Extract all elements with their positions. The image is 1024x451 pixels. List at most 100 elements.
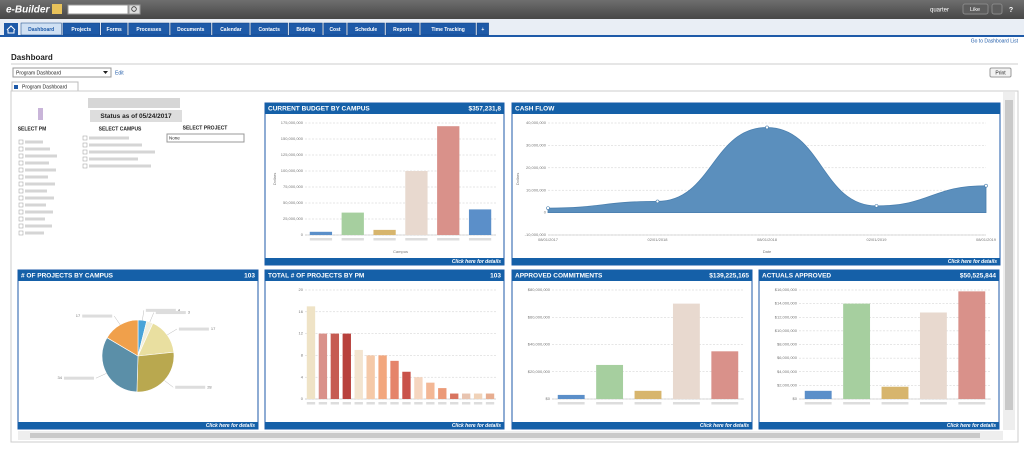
checkbox[interactable] — [82, 142, 88, 148]
nav-tab-label: Forms — [107, 27, 123, 33]
edit-link[interactable]: Edit — [115, 70, 124, 76]
y-tick-label: $14,000,000 — [775, 301, 798, 306]
search-box[interactable] — [67, 4, 129, 15]
nav-tab-label: Dashboard — [28, 27, 54, 33]
checkbox[interactable] — [18, 209, 24, 215]
like-button[interactable] — [962, 3, 989, 15]
h-scroll-thumb[interactable] — [30, 433, 980, 438]
details-link[interactable]: Click here for details — [948, 259, 997, 265]
filter-lists — [18, 135, 155, 236]
details-link[interactable]: Click here for details — [947, 423, 996, 429]
y-axis-label: Dollars — [515, 173, 520, 185]
nav-tab[interactable] — [250, 22, 288, 36]
details-link[interactable]: Click here for details — [206, 423, 255, 429]
checkbox[interactable] — [82, 149, 88, 155]
pie-slice — [101, 337, 139, 393]
nav-tab-label: Projects — [71, 27, 91, 33]
status-box — [90, 110, 182, 122]
nav-tab[interactable] — [20, 22, 62, 36]
nav-tab[interactable] — [420, 22, 476, 36]
blurred-category-label — [557, 402, 585, 405]
panel-group: ACTUALS APPROVED $50,525,844 Click here fo… — [758, 269, 1000, 430]
nav-tab[interactable] — [288, 22, 323, 36]
blurred-slice-name — [178, 327, 209, 331]
checkbox[interactable] — [18, 223, 24, 229]
details-link[interactable]: Click here for details — [452, 423, 501, 429]
checkbox[interactable] — [18, 202, 24, 208]
checkbox[interactable] — [82, 135, 88, 141]
checkbox[interactable] — [18, 188, 24, 194]
pie-slice — [106, 319, 139, 357]
nav-tab[interactable] — [100, 22, 128, 36]
y-tick-label: 16 — [299, 309, 304, 314]
tab-underline — [0, 35, 1024, 37]
blurred-text — [89, 143, 142, 147]
bar — [390, 360, 399, 399]
y-tick-label: 75,000,000 — [283, 184, 304, 189]
checkbox[interactable] — [18, 181, 24, 187]
y-tick-label: $6,000,000 — [777, 355, 798, 360]
bar — [672, 303, 700, 399]
checkbox[interactable] — [18, 167, 24, 173]
bar — [378, 355, 387, 399]
slice-label: 4 — [178, 307, 181, 312]
checkbox[interactable] — [82, 156, 88, 162]
checkbox[interactable] — [18, 230, 24, 236]
checkbox[interactable] — [18, 160, 24, 166]
panel-header — [512, 270, 752, 281]
y-tick-label: 150,000,000 — [281, 136, 304, 141]
checkbox[interactable] — [18, 216, 24, 222]
nav-tab[interactable] — [385, 22, 420, 36]
details-link[interactable]: Click here for details — [452, 259, 501, 265]
checkbox[interactable] — [18, 153, 24, 159]
nav-tab[interactable] — [62, 22, 100, 36]
print-button[interactable] — [989, 67, 1012, 78]
tabs: Dashboard Projects Forms Processes Documents… — [20, 22, 489, 36]
checkbox[interactable] — [18, 146, 24, 152]
panel-title: TOTAL # OF PROJECTS BY PM — [268, 273, 364, 280]
nav-tab[interactable] — [170, 22, 212, 36]
project-select[interactable] — [166, 133, 245, 143]
nav-tab[interactable] — [212, 22, 250, 36]
x-tick-label: 08/01/2018 — [757, 237, 778, 242]
user-menu[interactable]: quarter — [930, 8, 949, 14]
y-tick-label: $10,000,000 — [775, 328, 798, 333]
search-button[interactable] — [128, 4, 141, 15]
print-label: Print — [995, 70, 1006, 76]
y-tick-label: 0 — [301, 396, 304, 401]
nav-tab[interactable] — [347, 22, 385, 36]
checkbox[interactable] — [18, 139, 24, 145]
nav-tab-label: Cost — [329, 27, 340, 33]
y-tick-label: 0 — [301, 232, 304, 237]
dashboard-select[interactable] — [12, 67, 112, 78]
y-tick-label: 4 — [301, 374, 304, 379]
nav-tab-label: Schedule — [355, 27, 377, 33]
v-scroll-thumb[interactable] — [1005, 100, 1013, 410]
blurred-text — [25, 203, 46, 207]
panel — [264, 269, 505, 430]
panel — [511, 269, 753, 430]
blurred-category-label — [306, 402, 316, 405]
checkbox[interactable] — [18, 195, 24, 201]
help-button[interactable]: ? — [1009, 7, 1013, 14]
nav-tab[interactable] — [128, 22, 170, 36]
blurred-text — [89, 136, 129, 140]
checkbox[interactable] — [82, 163, 88, 169]
share-button[interactable] — [991, 3, 1003, 15]
blurred-category-label — [402, 402, 411, 405]
logo[interactable]: e-Builder — [6, 5, 50, 16]
nav-tab[interactable] — [476, 22, 489, 36]
bar — [341, 212, 364, 235]
nav-tab-label: Documents — [177, 27, 204, 33]
bar — [414, 377, 423, 399]
panel-header — [512, 103, 1000, 114]
details-link[interactable]: Click here for details — [700, 423, 749, 429]
panel-group: # OF PROJECTS BY CAMPUS 103 Click here for… — [17, 269, 259, 430]
y-tick-label: $80,000,000 — [528, 287, 551, 292]
nav-tab[interactable] — [323, 22, 347, 36]
dashboard-list-link[interactable]: Go to Dashboard List — [971, 38, 1019, 44]
checkbox[interactable] — [18, 174, 24, 180]
blurred-category-label — [468, 238, 492, 241]
bar — [426, 382, 435, 399]
blurred-text — [25, 189, 47, 193]
